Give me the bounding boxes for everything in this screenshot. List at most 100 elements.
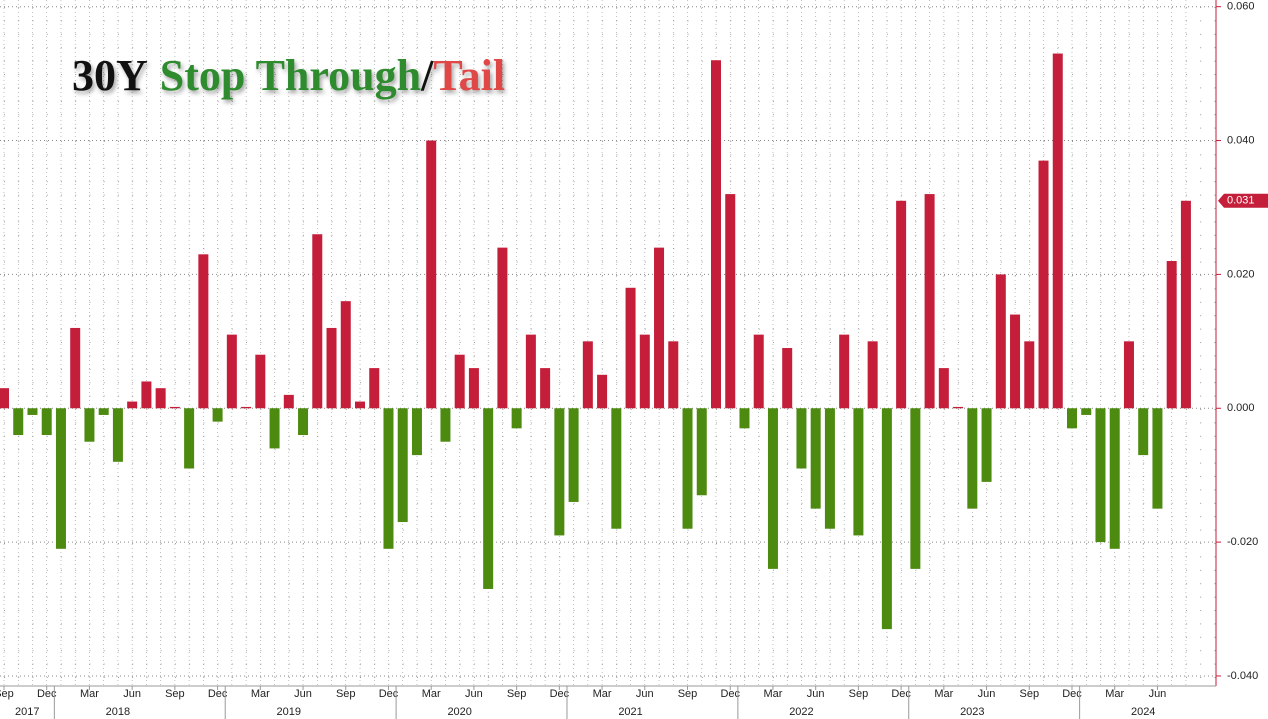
x-tick-label: Dec [37, 688, 57, 700]
x-tick-label: Jun [1149, 688, 1167, 700]
x-tick-label: Jun [978, 688, 996, 700]
bar [910, 408, 921, 569]
bar [440, 408, 451, 442]
bar [383, 408, 394, 549]
bar [226, 334, 237, 409]
y-tick-label: -0.040 [1227, 670, 1258, 682]
x-tick-label: Jun [465, 688, 483, 700]
year-label: 2021 [618, 706, 642, 718]
year-label: 2018 [106, 706, 130, 718]
bar [312, 234, 323, 409]
bar [625, 287, 636, 409]
year-label: 2024 [1131, 706, 1155, 718]
year-label: 2022 [789, 706, 813, 718]
bar [540, 368, 551, 409]
bar [1095, 408, 1106, 543]
title-part: Stop Through [160, 51, 421, 100]
bar [411, 408, 422, 456]
bar [184, 408, 195, 469]
x-tick-label: Sep [0, 688, 14, 700]
title-part: Tail [433, 51, 505, 100]
bar [340, 301, 351, 409]
x-tick-label: Dec [720, 688, 740, 700]
year-label: 2019 [277, 706, 301, 718]
bar [654, 247, 665, 409]
bar [924, 194, 935, 409]
x-tick-label: Jun [294, 688, 312, 700]
bar [853, 408, 864, 536]
value-label: 0.031 [1227, 195, 1255, 207]
bar [867, 341, 878, 409]
bar [27, 408, 38, 415]
x-tick-label: Sep [507, 688, 527, 700]
bar [1152, 408, 1163, 509]
bar [582, 341, 593, 409]
bar [525, 334, 536, 409]
bar [1109, 408, 1120, 549]
bar [511, 408, 522, 429]
x-tick-label: Mar [80, 688, 99, 700]
bar [953, 406, 964, 409]
bar [1123, 341, 1134, 409]
bar [369, 368, 380, 409]
x-tick-label: Mar [593, 688, 612, 700]
bar [497, 247, 508, 409]
y-tick-label: 0.020 [1227, 268, 1255, 280]
bar [597, 374, 608, 409]
bar [55, 408, 66, 549]
bar [255, 354, 266, 409]
bar [668, 341, 679, 409]
bar [1052, 53, 1063, 409]
y-tick-label: 0.060 [1227, 1, 1255, 13]
x-tick-label: Sep [849, 688, 869, 700]
y-tick-label: -0.020 [1227, 536, 1258, 548]
bar [981, 408, 992, 482]
bar [0, 388, 9, 409]
x-tick-label: Sep [336, 688, 356, 700]
bar [283, 394, 294, 409]
bar [326, 327, 337, 409]
bar [483, 408, 494, 589]
bar [41, 408, 52, 436]
bar [13, 408, 24, 436]
bar [810, 408, 821, 509]
bar [824, 408, 835, 529]
bar [782, 348, 793, 409]
bar [725, 194, 736, 409]
x-tick-label: Mar [1105, 688, 1124, 700]
bar [839, 334, 850, 409]
bar [112, 408, 123, 462]
bar [696, 408, 707, 496]
bar [711, 60, 721, 409]
bar [1138, 408, 1149, 456]
x-tick-label: Dec [550, 688, 570, 700]
x-tick-label: Jun [123, 688, 141, 700]
bar [468, 368, 479, 409]
bar [767, 408, 778, 569]
bar [127, 401, 138, 409]
bar [611, 408, 622, 529]
x-tick-label: Mar [251, 688, 270, 700]
bar [155, 388, 166, 409]
chart-title: 30Y Stop Through/Tail [72, 51, 505, 100]
bar [995, 274, 1006, 409]
bar [84, 408, 95, 442]
x-tick-label: Dec [379, 688, 399, 700]
x-tick-label: Sep [678, 688, 698, 700]
bar [1166, 261, 1177, 409]
bar [639, 334, 650, 409]
bar [454, 354, 465, 409]
x-tick-label: Sep [1019, 688, 1039, 700]
x-tick-label: Dec [891, 688, 911, 700]
bar [1081, 408, 1092, 415]
year-label: 2023 [960, 706, 984, 718]
x-tick-label: Mar [763, 688, 782, 700]
bar [967, 408, 978, 509]
bar [1038, 160, 1049, 409]
x-tick-label: Jun [636, 688, 654, 700]
title-part: / [420, 51, 434, 100]
bar [426, 140, 437, 409]
value-tag [1218, 193, 1268, 208]
